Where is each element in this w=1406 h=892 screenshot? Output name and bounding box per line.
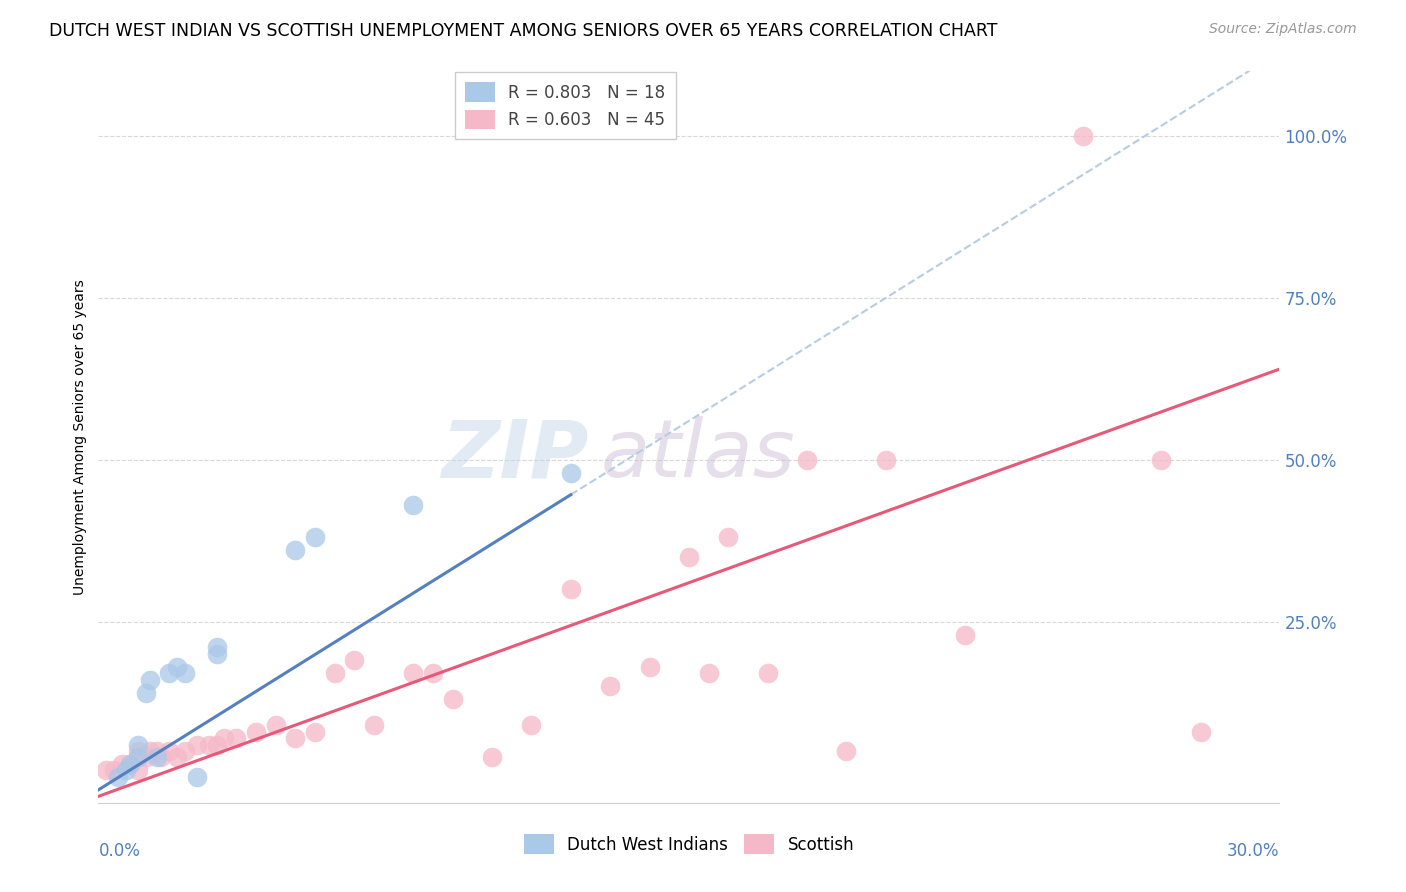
Point <box>835 744 858 758</box>
Point <box>402 498 425 512</box>
Point <box>127 750 149 764</box>
Text: atlas: atlas <box>600 417 796 494</box>
Point <box>363 718 385 732</box>
Point <box>304 530 326 544</box>
Point <box>150 750 173 764</box>
Point <box>441 692 464 706</box>
Point <box>135 750 157 764</box>
Point <box>402 666 425 681</box>
Point <box>107 770 129 784</box>
Point <box>127 738 149 752</box>
Point <box>118 756 141 771</box>
Point <box>953 627 976 641</box>
Point <box>174 744 197 758</box>
Point <box>166 660 188 674</box>
Point <box>1189 724 1212 739</box>
Point <box>205 640 228 655</box>
Point <box>138 744 160 758</box>
Point <box>796 452 818 467</box>
Point <box>638 660 661 674</box>
Point <box>1071 129 1094 144</box>
Point <box>697 666 720 681</box>
Point <box>304 724 326 739</box>
Point <box>481 750 503 764</box>
Text: 0.0%: 0.0% <box>98 842 141 860</box>
Point <box>157 744 180 758</box>
Text: ZIP: ZIP <box>441 417 589 494</box>
Text: Source: ZipAtlas.com: Source: ZipAtlas.com <box>1209 22 1357 37</box>
Point <box>186 770 208 784</box>
Point <box>205 647 228 661</box>
Point <box>520 718 543 732</box>
Point <box>127 744 149 758</box>
Point <box>146 750 169 764</box>
Point <box>127 764 149 778</box>
Point <box>599 679 621 693</box>
Point <box>560 466 582 480</box>
Point <box>157 666 180 681</box>
Point <box>111 756 134 771</box>
Point <box>96 764 118 778</box>
Point <box>1150 452 1173 467</box>
Point <box>560 582 582 597</box>
Point <box>138 673 160 687</box>
Point <box>225 731 247 745</box>
Point <box>264 718 287 732</box>
Point <box>205 738 228 752</box>
Point <box>245 724 267 739</box>
Point <box>118 756 141 771</box>
Point <box>115 764 138 778</box>
Point <box>343 653 366 667</box>
Point <box>717 530 740 544</box>
Text: DUTCH WEST INDIAN VS SCOTTISH UNEMPLOYMENT AMONG SENIORS OVER 65 YEARS CORRELATI: DUTCH WEST INDIAN VS SCOTTISH UNEMPLOYME… <box>49 22 998 40</box>
Point <box>284 543 307 558</box>
Point <box>756 666 779 681</box>
Y-axis label: Unemployment Among Seniors over 65 years: Unemployment Among Seniors over 65 years <box>73 279 87 595</box>
Point <box>875 452 897 467</box>
Point <box>197 738 219 752</box>
Point <box>678 549 700 564</box>
Point <box>103 764 125 778</box>
Point <box>174 666 197 681</box>
Point <box>135 686 157 700</box>
Text: 30.0%: 30.0% <box>1227 842 1279 860</box>
Point <box>146 744 169 758</box>
Point <box>166 750 188 764</box>
Point <box>186 738 208 752</box>
Point <box>284 731 307 745</box>
Point <box>323 666 346 681</box>
Point <box>214 731 236 745</box>
Point <box>422 666 444 681</box>
Point <box>127 750 149 764</box>
Legend: Dutch West Indians, Scottish: Dutch West Indians, Scottish <box>517 828 860 860</box>
